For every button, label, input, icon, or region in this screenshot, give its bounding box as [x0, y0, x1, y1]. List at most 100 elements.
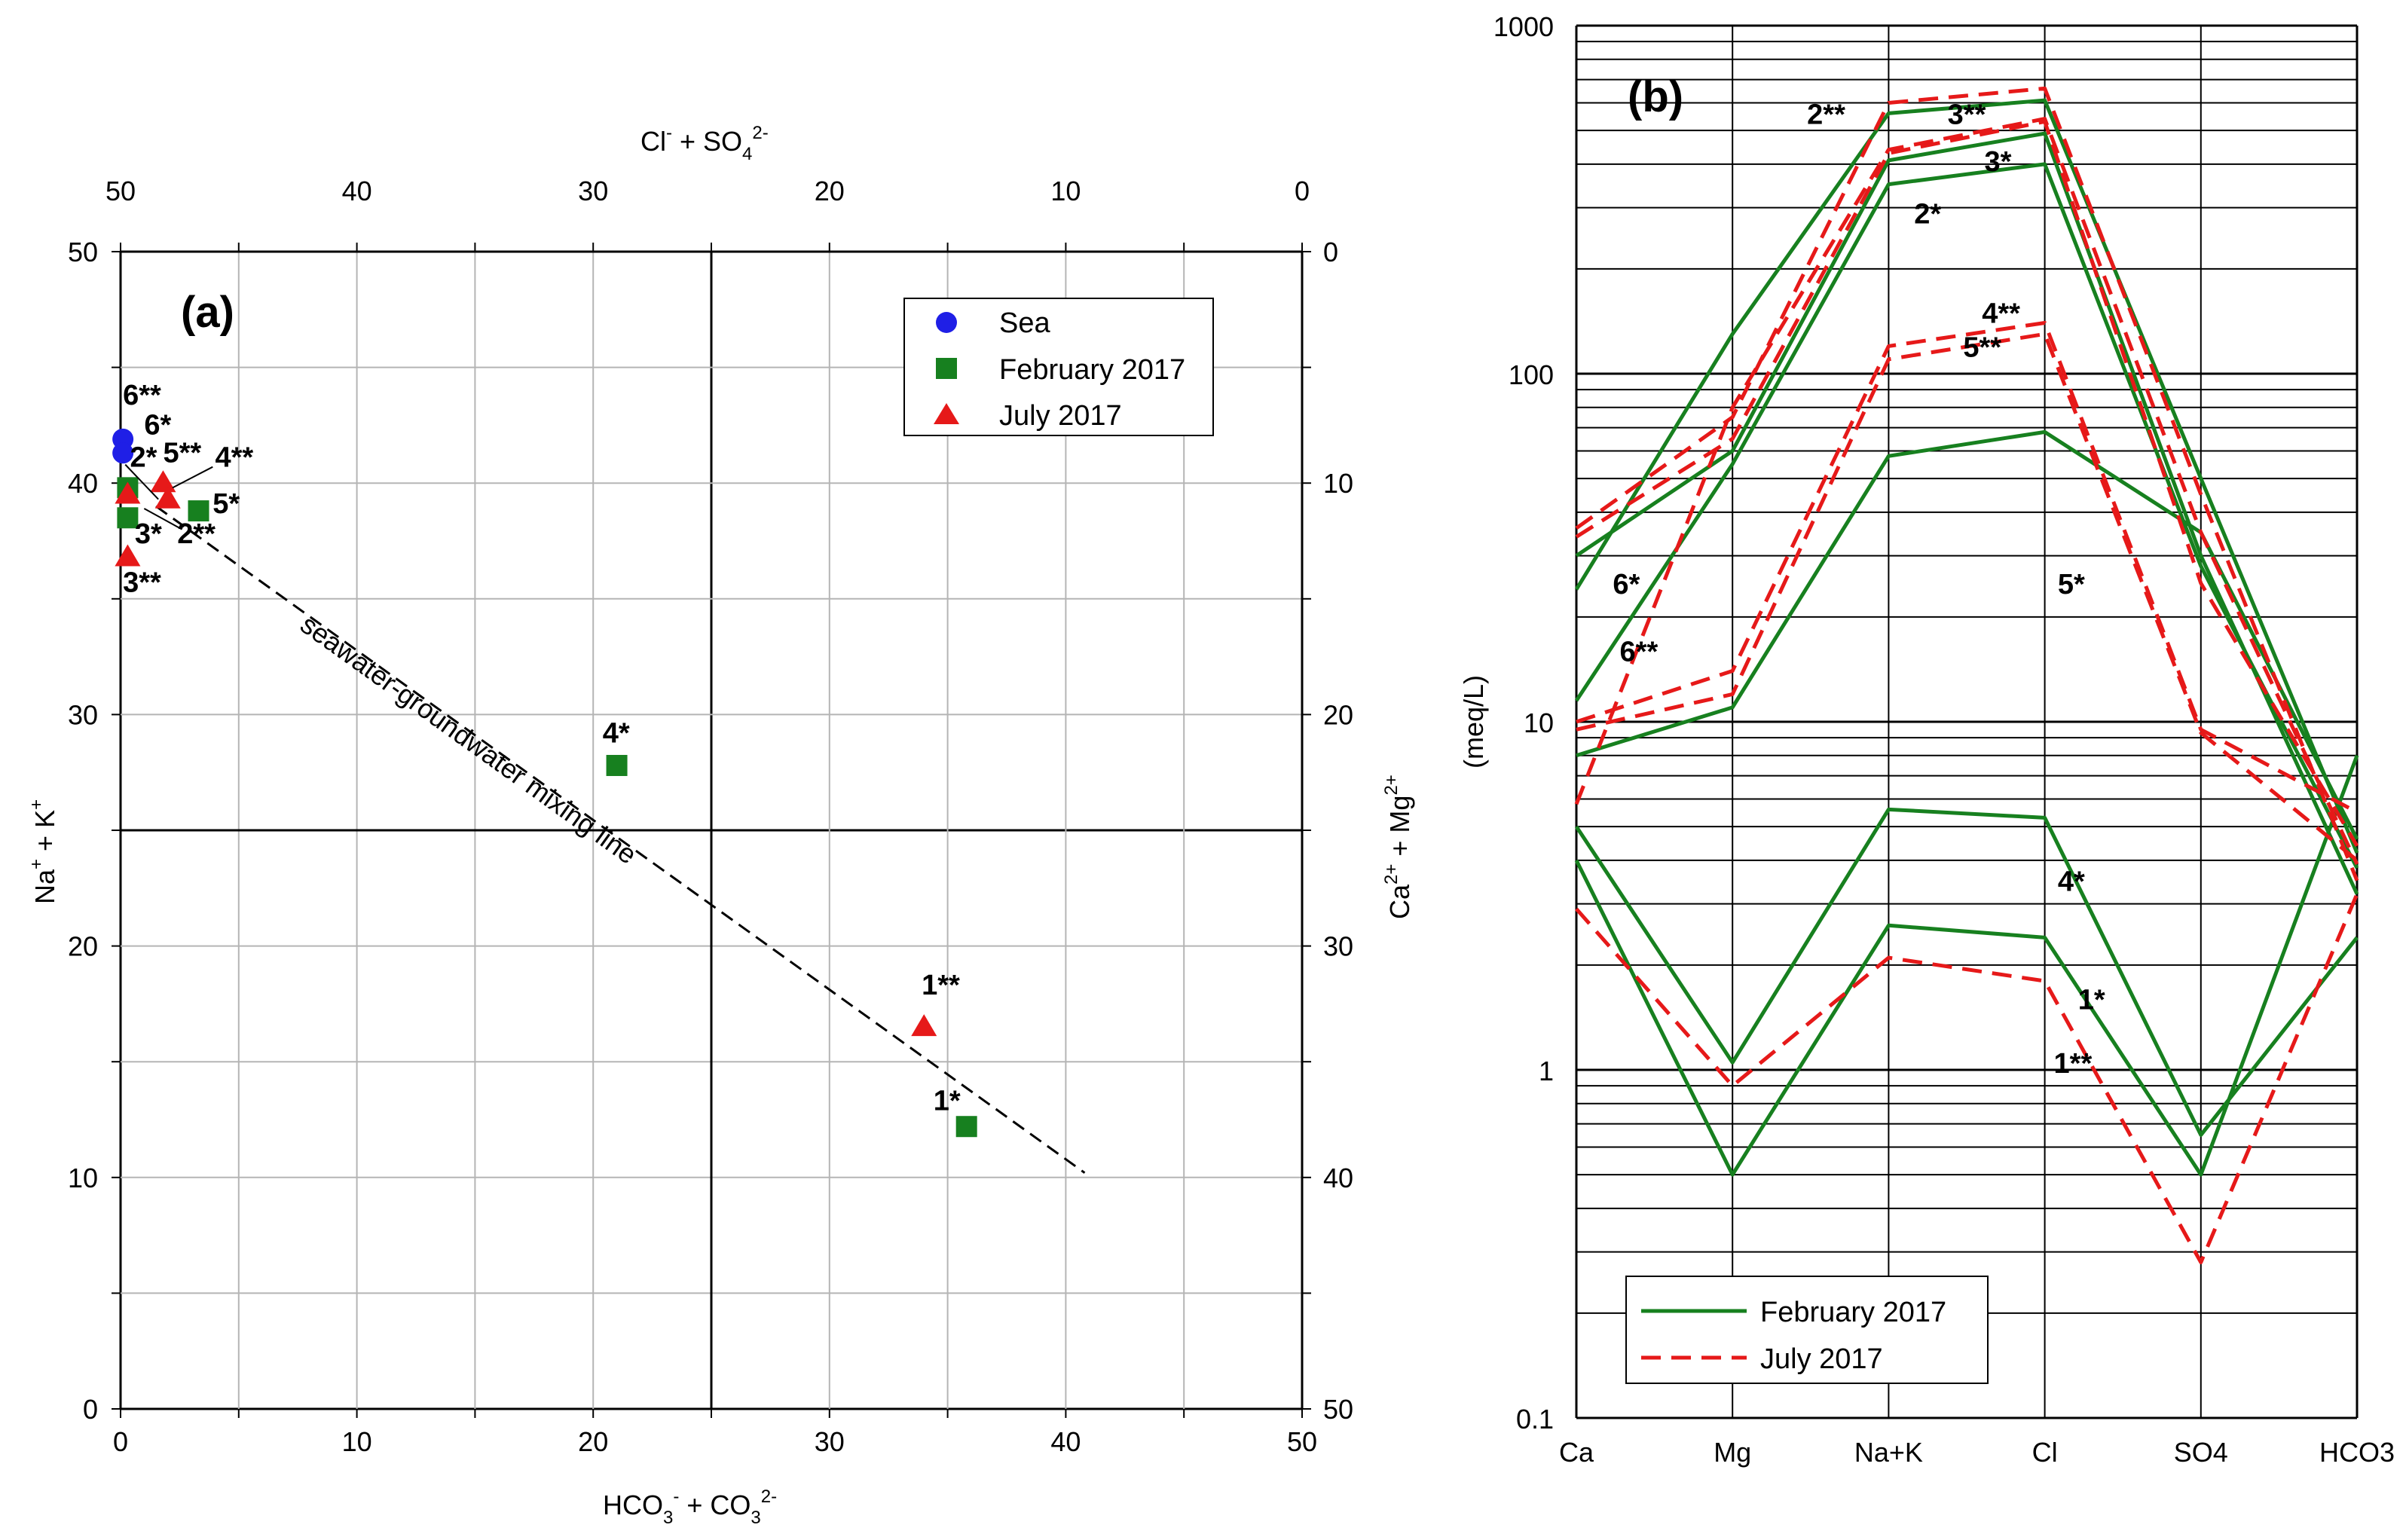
- point-label: 1**: [922, 970, 960, 1001]
- february-point: [188, 500, 209, 522]
- leader-line: [172, 466, 213, 489]
- point-label: 3*: [135, 518, 162, 550]
- right-tick-label: 0: [1323, 237, 1338, 267]
- point-label: 5*: [212, 488, 240, 520]
- series-line: [1574, 162, 2359, 869]
- legend-february-marker: [936, 358, 957, 379]
- category-tick-label: Na+K: [1854, 1437, 1923, 1468]
- y-tick-label: 10: [1524, 707, 1554, 738]
- right-tick-label: 40: [1323, 1163, 1353, 1193]
- line-label: 1**: [2054, 1048, 2093, 1080]
- x-tick-label: 30: [815, 1426, 845, 1457]
- line-label: 1*: [2078, 985, 2105, 1016]
- february-point: [606, 754, 628, 776]
- point-label: 2*: [130, 442, 157, 474]
- line-label: 2*: [1914, 198, 1941, 230]
- legend-july: July 2017: [999, 400, 1122, 432]
- chart-a: seawater-groundwater mixing line 0 10 20 30…: [26, 123, 1415, 1528]
- line-label: 3*: [1984, 146, 2011, 178]
- series-line: [1576, 429, 2359, 840]
- top-tick-label: 30: [578, 176, 608, 206]
- line-label: 4*: [2058, 866, 2085, 898]
- right-tick-label: 20: [1323, 699, 1353, 730]
- chart-b-series: [1574, 86, 2359, 1264]
- y-tick-label: 1: [1539, 1056, 1554, 1086]
- legend-february: February 2017: [999, 354, 1185, 386]
- point-label: 1*: [934, 1086, 961, 1117]
- series-line: [1576, 332, 2359, 862]
- line-label: 6*: [1613, 569, 1640, 600]
- x-tick-label: 10: [342, 1426, 372, 1457]
- top-tick-label: 50: [105, 176, 136, 206]
- line-label: 2**: [1807, 99, 1845, 130]
- panel-label-b: (b): [1628, 72, 1683, 121]
- chart-b-grid: [1575, 24, 2359, 1419]
- chart-a-legend: Sea February 2017 July 2017: [903, 298, 1214, 436]
- february-point: [117, 507, 139, 529]
- category-tick-label: HCO3: [2319, 1437, 2395, 1468]
- july-point: [115, 544, 141, 567]
- chart-b-y-axis-title: (meq/L): [1458, 675, 1489, 768]
- point-label: 3**: [123, 567, 161, 599]
- y-tick-label: 50: [68, 237, 98, 267]
- legend-sea-marker: [936, 312, 957, 333]
- bottom-axis-title: HCO3- + CO32-: [603, 1487, 777, 1528]
- point-label: 6**: [123, 380, 161, 411]
- top-tick-label: 20: [815, 176, 845, 206]
- legend-sea: Sea: [999, 307, 1050, 339]
- july-point: [150, 470, 176, 493]
- top-tick-label: 10: [1050, 176, 1081, 206]
- leader-line: [124, 463, 159, 500]
- chart-b-line-labels: 2** 3** 3* 2* 4**5** 6* 6** 5* 4* 1* 1**: [1613, 99, 2105, 1080]
- mixing-line: [155, 505, 1086, 1174]
- y-tick-label: 20: [68, 931, 98, 962]
- category-tick-label: Mg: [1714, 1437, 1751, 1468]
- y-tick-label: 100: [1509, 359, 1554, 390]
- y-tick-label: 0.1: [1516, 1404, 1554, 1435]
- series-line: [1575, 131, 2359, 895]
- line-label: 3**: [1948, 99, 1986, 130]
- category-tick-label: SO4: [2174, 1437, 2228, 1468]
- top-tick-label: 40: [342, 176, 372, 206]
- x-tick-label: 40: [1050, 1426, 1081, 1457]
- chart-a-marks: [112, 428, 977, 1138]
- category-tick-label: Ca: [1559, 1437, 1594, 1468]
- chart-b-ticks: Ca Mg Na+K Cl SO4 HCO3 0.1 1 10 100 1000: [1493, 11, 2395, 1468]
- x-tick-label: 0: [113, 1426, 128, 1457]
- series-line: [1575, 86, 2359, 882]
- top-axis-title: Cl- + SO42-: [640, 123, 769, 164]
- left-axis-title: Na+ + K+: [26, 799, 60, 904]
- sea-point: [112, 442, 134, 464]
- line-label: 5*: [2058, 569, 2085, 600]
- series-line: [1574, 754, 2359, 1177]
- chart-b-legend: February 2017 July 2017: [1625, 1276, 1989, 1384]
- series-line: [1574, 117, 2359, 865]
- x-tick-label: 50: [1287, 1426, 1317, 1457]
- right-tick-label: 50: [1323, 1394, 1353, 1425]
- right-tick-label: 10: [1323, 468, 1353, 499]
- point-label: 6*: [144, 410, 171, 442]
- point-label: 4*: [603, 717, 630, 749]
- top-tick-label: 0: [1295, 176, 1310, 206]
- right-tick-label: 30: [1323, 931, 1353, 962]
- line-label: 6**: [1620, 637, 1659, 668]
- line-label: 5**: [1963, 332, 2001, 363]
- july-point: [115, 481, 141, 504]
- legend-b-february: February 2017: [1760, 1297, 1946, 1328]
- series-line: [1576, 320, 2359, 814]
- leader-line: [143, 508, 183, 530]
- legend-july-marker: [934, 403, 959, 424]
- july-point: [154, 486, 181, 509]
- point-label: 2**: [177, 518, 216, 550]
- july-point: [911, 1014, 937, 1037]
- series-line: [1575, 119, 2359, 848]
- x-tick-label: 20: [578, 1426, 608, 1457]
- y-tick-label: 30: [68, 699, 98, 730]
- category-tick-label: Cl: [2032, 1437, 2058, 1468]
- y-tick-label: 0: [83, 1394, 98, 1425]
- february-point: [955, 1116, 977, 1138]
- point-label: 4**: [215, 442, 253, 474]
